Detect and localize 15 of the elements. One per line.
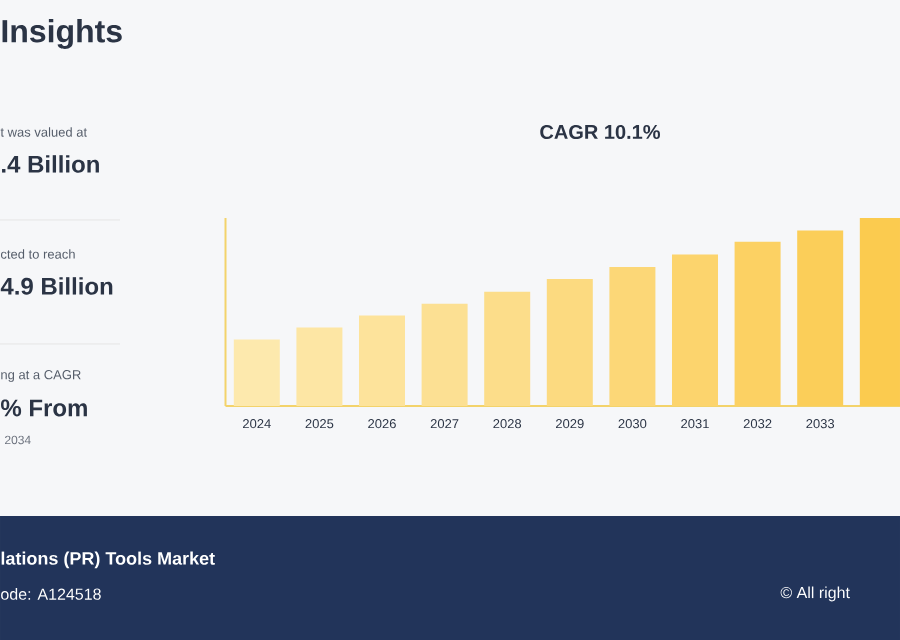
bar <box>359 315 406 406</box>
bar <box>546 279 593 406</box>
bar <box>484 291 531 406</box>
text: lations (PR) Tools Market <box>1 551 215 569</box>
bar <box>233 339 280 406</box>
text: Insights <box>2 19 122 49</box>
chart-title: CAGR 10.1% <box>540 124 661 140</box>
text: © All right <box>780 586 850 602</box>
bar <box>797 230 844 406</box>
text: .4 Billion <box>2 155 99 173</box>
text: 4.9 Billion <box>0 277 113 295</box>
text: % From <box>1 399 87 417</box>
bar <box>421 303 468 406</box>
bar <box>296 327 343 406</box>
text: ode: A124518 <box>1 588 101 600</box>
